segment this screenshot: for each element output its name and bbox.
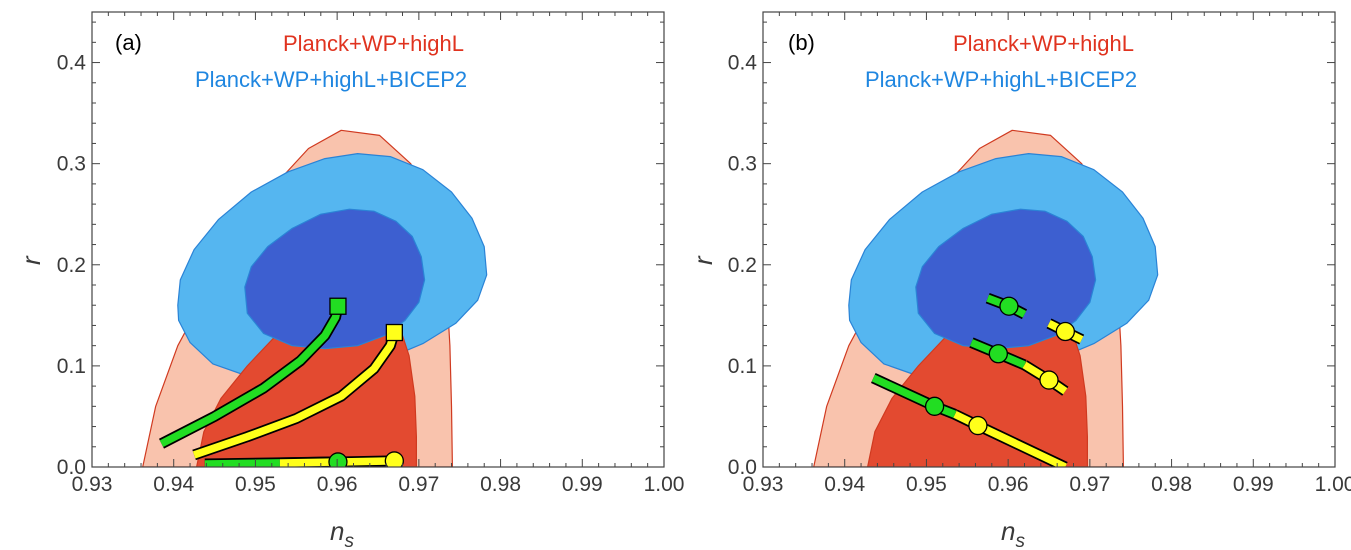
panel-b-x-tick-label: 0.95	[906, 473, 947, 496]
panel-a-legend-planck: Planck+WP+highL	[283, 31, 464, 56]
panel-a-label: (a)	[115, 30, 142, 55]
panel-b-label: (b)	[788, 30, 815, 55]
panel-b-x-tick-label: 0.98	[1151, 473, 1192, 496]
panel-a-series-marker-2	[329, 453, 347, 471]
panel-b-point-4	[926, 397, 944, 415]
panel-a: (a) Planck+WP+highL Planck+WP+highL+BICE…	[16, 12, 684, 550]
panel-a-x-axis-label: ns	[330, 516, 354, 550]
panel-a-x-tick-label: 0.95	[235, 473, 276, 496]
panel-b-x-tick-label: 1.00	[1315, 473, 1351, 496]
panel-a-series-marker-1	[386, 325, 402, 341]
panel-b-x-tick-label: 0.97	[1069, 473, 1110, 496]
panel-a-x-tick-label: 0.97	[398, 473, 439, 496]
panel-b-point-0	[1000, 297, 1018, 315]
panel-b-plot-area	[814, 130, 1158, 467]
panel-a-x-tick-label: 0.94	[153, 473, 194, 496]
panel-a-plot-area	[143, 130, 487, 471]
panel-b-point-5	[969, 417, 987, 435]
panel-b-y-tick-label: 0.4	[728, 52, 758, 75]
panel-b-y-tick-label: 0.1	[728, 355, 757, 378]
panel-b-x-axis-label: ns	[1001, 516, 1025, 550]
panel-b-point-1	[1056, 323, 1074, 341]
panel-b-point-2	[989, 345, 1007, 363]
panel-a-y-tick-label: 0.1	[57, 355, 86, 378]
panel-a-x-tick-label: 0.96	[317, 473, 358, 496]
panel-b-y-axis-label: r	[688, 255, 718, 265]
panel-b-point-3	[1040, 371, 1058, 389]
panel-a-x-tick-label: 1.00	[644, 473, 685, 496]
panel-b-legend-planck: Planck+WP+highL	[953, 31, 1134, 56]
panel-b-y-tick-label: 0.2	[728, 254, 757, 277]
panel-a-y-tick-label: 0.2	[57, 254, 86, 277]
panel-a-legend-bicep: Planck+WP+highL+BICEP2	[195, 67, 467, 92]
panel-a-y-axis-label: r	[16, 255, 46, 265]
panel-a-y-tick-label: 0.4	[57, 52, 87, 75]
panel-b: (b) Planck+WP+highL Planck+WP+highL+BICE…	[688, 12, 1351, 550]
panel-b-x-tick-label: 0.94	[824, 473, 865, 496]
panel-b-x-tick-label: 0.96	[988, 473, 1029, 496]
panel-a-x-tick-label: 0.99	[562, 473, 603, 496]
panel-a-series-marker-0	[330, 298, 346, 314]
panel-a-x-tick-label: 0.98	[480, 473, 521, 496]
panel-a-y-tick-label: 0.3	[57, 153, 86, 176]
panel-b-y-tick-label: 0.0	[728, 456, 757, 479]
panel-b-y-tick-label: 0.3	[728, 153, 757, 176]
panel-b-x-tick-label: 0.99	[1233, 473, 1274, 496]
panel-b-legend-bicep: Planck+WP+highL+BICEP2	[865, 67, 1137, 92]
panel-a-y-tick-label: 0.0	[57, 456, 86, 479]
